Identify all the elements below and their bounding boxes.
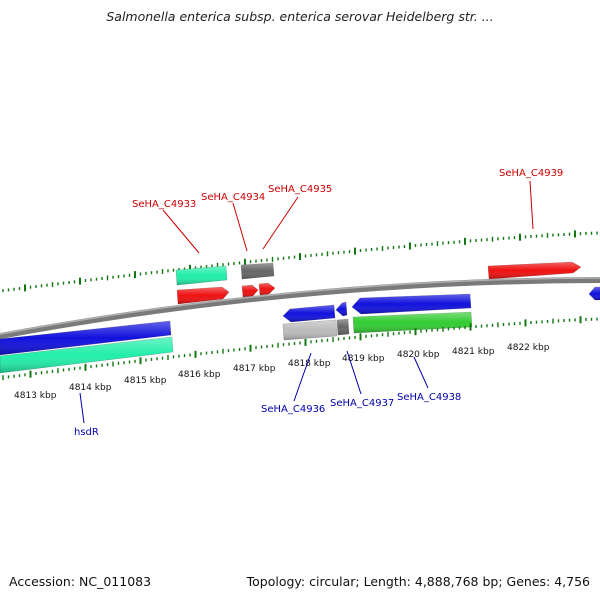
genome-backbone [0,277,600,340]
scale-label: 4820 kbp [397,350,440,360]
callout-line [413,356,429,389]
scale-label: 4814 kbp [69,383,112,393]
gene-label-sehac4937[interactable]: SeHA_C4937 [330,398,394,409]
gene-label-sehac4936[interactable]: SeHA_C4936 [261,404,325,415]
scale-labels: 4813 kbp 4814 kbp 4815 kbp 4816 kbp 4817… [14,343,550,401]
gene-label-sehac4935[interactable]: SeHA_C4935 [268,184,332,195]
reverse-strand-features [0,286,600,374]
callout-line [262,196,299,250]
gene-label-sehac4939[interactable]: SeHA_C4939 [499,168,563,179]
scale-label: 4813 kbp [14,391,57,401]
scale-label: 4819 kbp [342,354,385,364]
inner-tick-ring [2,316,598,381]
forward-gene-callouts: SeHA_C4933 SeHA_C4934 SeHA_C4935 SeHA_C4… [132,168,563,254]
gene-label-sehac4933[interactable]: SeHA_C4933 [132,199,196,210]
scale-label: 4815 kbp [124,376,167,386]
callout-line [346,350,362,395]
scale-label: 4822 kbp [507,343,550,353]
callout-line [293,352,312,402]
callout-line [79,392,85,424]
map-title: Salmonella enterica subsp. enterica sero… [106,9,494,24]
topology-summary: Topology: circular; Length: 4,888,768 bp… [246,574,590,589]
scale-label: 4816 kbp [178,370,221,380]
callout-line [529,180,534,230]
gene-label-sehac4938[interactable]: SeHA_C4938 [397,392,461,403]
accession-text: Accession: NC_011083 [9,574,152,589]
reverse-gene-callouts: hsdR SeHA_C4936 SeHA_C4937 SeHA_C4938 [74,350,461,438]
callout-line [232,202,248,252]
scale-label: 4821 kbp [452,347,495,357]
outer-tick-ring [2,230,598,293]
forward-strand-features [175,261,582,305]
callout-line [162,209,200,254]
scale-label: 4817 kbp [233,364,276,374]
scale-label: 4818 kbp [288,359,331,369]
gene-label-sehac4934[interactable]: SeHA_C4934 [201,192,265,203]
genome-backbone-highlight [0,277,600,335]
gene-label-hsdr[interactable]: hsdR [74,427,99,438]
